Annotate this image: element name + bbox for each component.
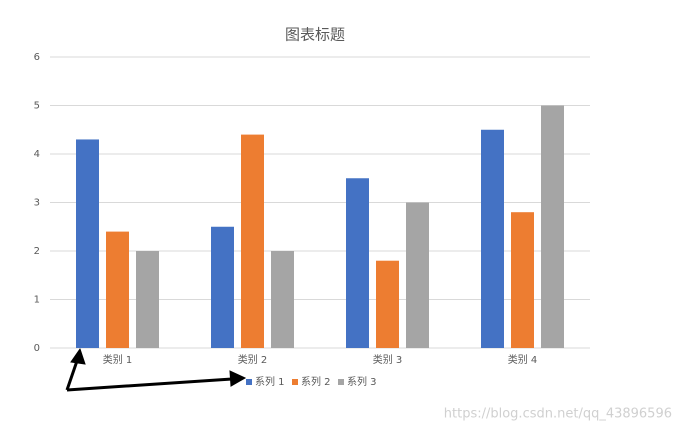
bar <box>481 129 504 348</box>
legend-label: 系列 1 <box>255 375 285 388</box>
bar <box>211 226 234 348</box>
legend-swatch <box>338 379 344 385</box>
bar <box>346 178 369 348</box>
arrow-line <box>66 377 233 392</box>
legend-swatch <box>246 379 252 385</box>
y-tick-label: 3 <box>34 198 40 209</box>
bar <box>76 139 99 348</box>
bar <box>376 260 399 348</box>
bar <box>136 251 159 348</box>
bar <box>541 105 564 348</box>
arrow-head <box>229 370 247 387</box>
arrow-line <box>65 357 80 391</box>
bar <box>511 212 534 348</box>
y-tick-label: 0 <box>34 343 40 354</box>
y-tick-label: 1 <box>34 295 40 306</box>
y-tick-label: 2 <box>34 246 40 257</box>
bar <box>241 134 264 348</box>
chart-title: 图表标题 <box>285 26 345 44</box>
y-tick-label: 5 <box>34 101 40 112</box>
y-tick-label: 4 <box>34 149 40 160</box>
x-tick-label: 类别 2 <box>238 353 268 366</box>
y-tick-label: 6 <box>34 52 40 63</box>
x-tick-label: 类别 3 <box>373 353 403 366</box>
legend-label: 系列 2 <box>301 375 331 388</box>
x-tick-label: 类别 1 <box>103 353 133 366</box>
bar <box>271 251 294 348</box>
legend-swatch <box>292 379 298 385</box>
bar <box>106 231 129 348</box>
bar <box>406 202 429 348</box>
legend-label: 系列 3 <box>347 375 377 388</box>
x-tick-label: 类别 4 <box>508 353 538 366</box>
watermark: https://blog.csdn.net/qq_43896596 <box>444 407 672 422</box>
annotation-arrows <box>65 347 247 392</box>
arrow-head <box>70 347 86 365</box>
